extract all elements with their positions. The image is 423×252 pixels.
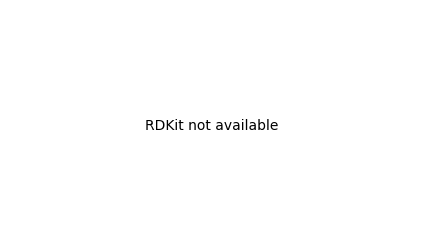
- Text: RDKit not available: RDKit not available: [145, 119, 278, 133]
